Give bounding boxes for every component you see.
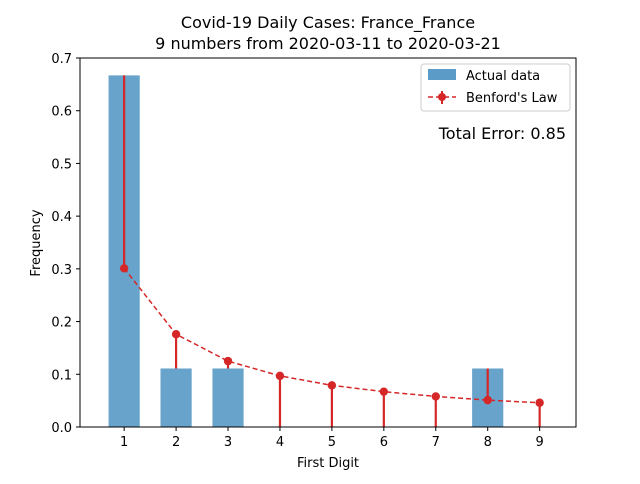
x-tick-label-4: 4 [276,435,284,450]
axes: 1 2 3 4 5 6 7 8 9 0.0 0.1 0.2 0.3 0.4 0.5 0.6 0.7 [51,52,543,450]
legend: Actual data Benford's Law [420,63,571,112]
chart-title-line2: 9 numbers from 2020-03-11 to 2020-03-21 [155,34,501,53]
x-tick-label-9: 9 [536,435,544,450]
benford-point-9 [535,398,544,407]
y-tick-label-0.2: 0.2 [51,316,72,331]
y-axis-label: Frequency [29,209,44,276]
benford-point-4 [275,371,285,381]
x-tick-label-5: 5 [328,435,336,450]
benford-point-1 [119,264,129,273]
y-tick-label-0.7: 0.7 [51,52,72,67]
x-tick-label-6: 6 [380,435,388,450]
bar-actual-3 [212,368,244,427]
plot-frame [79,57,577,428]
y-tick-label-0.0: 0.0 [51,421,72,436]
x-tick-label-7: 7 [432,435,440,450]
x-tick-label-3: 3 [224,435,232,450]
y-tick-label-0.1: 0.1 [51,368,72,383]
y-tick-label-0.6: 0.6 [51,105,72,120]
legend-swatch-actual [428,69,456,80]
x-axis-label: First Digit [297,456,359,471]
bar-actual-2 [160,368,192,427]
x-tick-label-1: 1 [120,435,128,450]
y-tick-label-0.3: 0.3 [51,263,72,278]
legend-label-actual: Actual data [466,69,540,84]
legend-swatch-benford-marker [438,93,446,101]
legend-box [420,63,571,112]
total-error-annotation: Total Error: 0.85 [438,124,566,143]
y-tick-label-0.5: 0.5 [51,157,72,172]
benford-point-7 [431,392,440,401]
legend-label-benford: Benford's Law [466,91,558,106]
x-tick-label-8: 8 [484,435,492,450]
chart-title-line1: Covid-19 Daily Cases: France_France [181,13,475,33]
benford-point-5 [327,381,337,390]
benford-point-8 [483,395,492,405]
y-tick-label-0.4: 0.4 [51,210,72,225]
benford-point-3 [223,356,233,366]
benford-point-2 [171,330,181,339]
benford-point-6 [379,387,389,396]
x-tick-label-2: 2 [172,435,180,450]
plot-area [108,75,544,427]
